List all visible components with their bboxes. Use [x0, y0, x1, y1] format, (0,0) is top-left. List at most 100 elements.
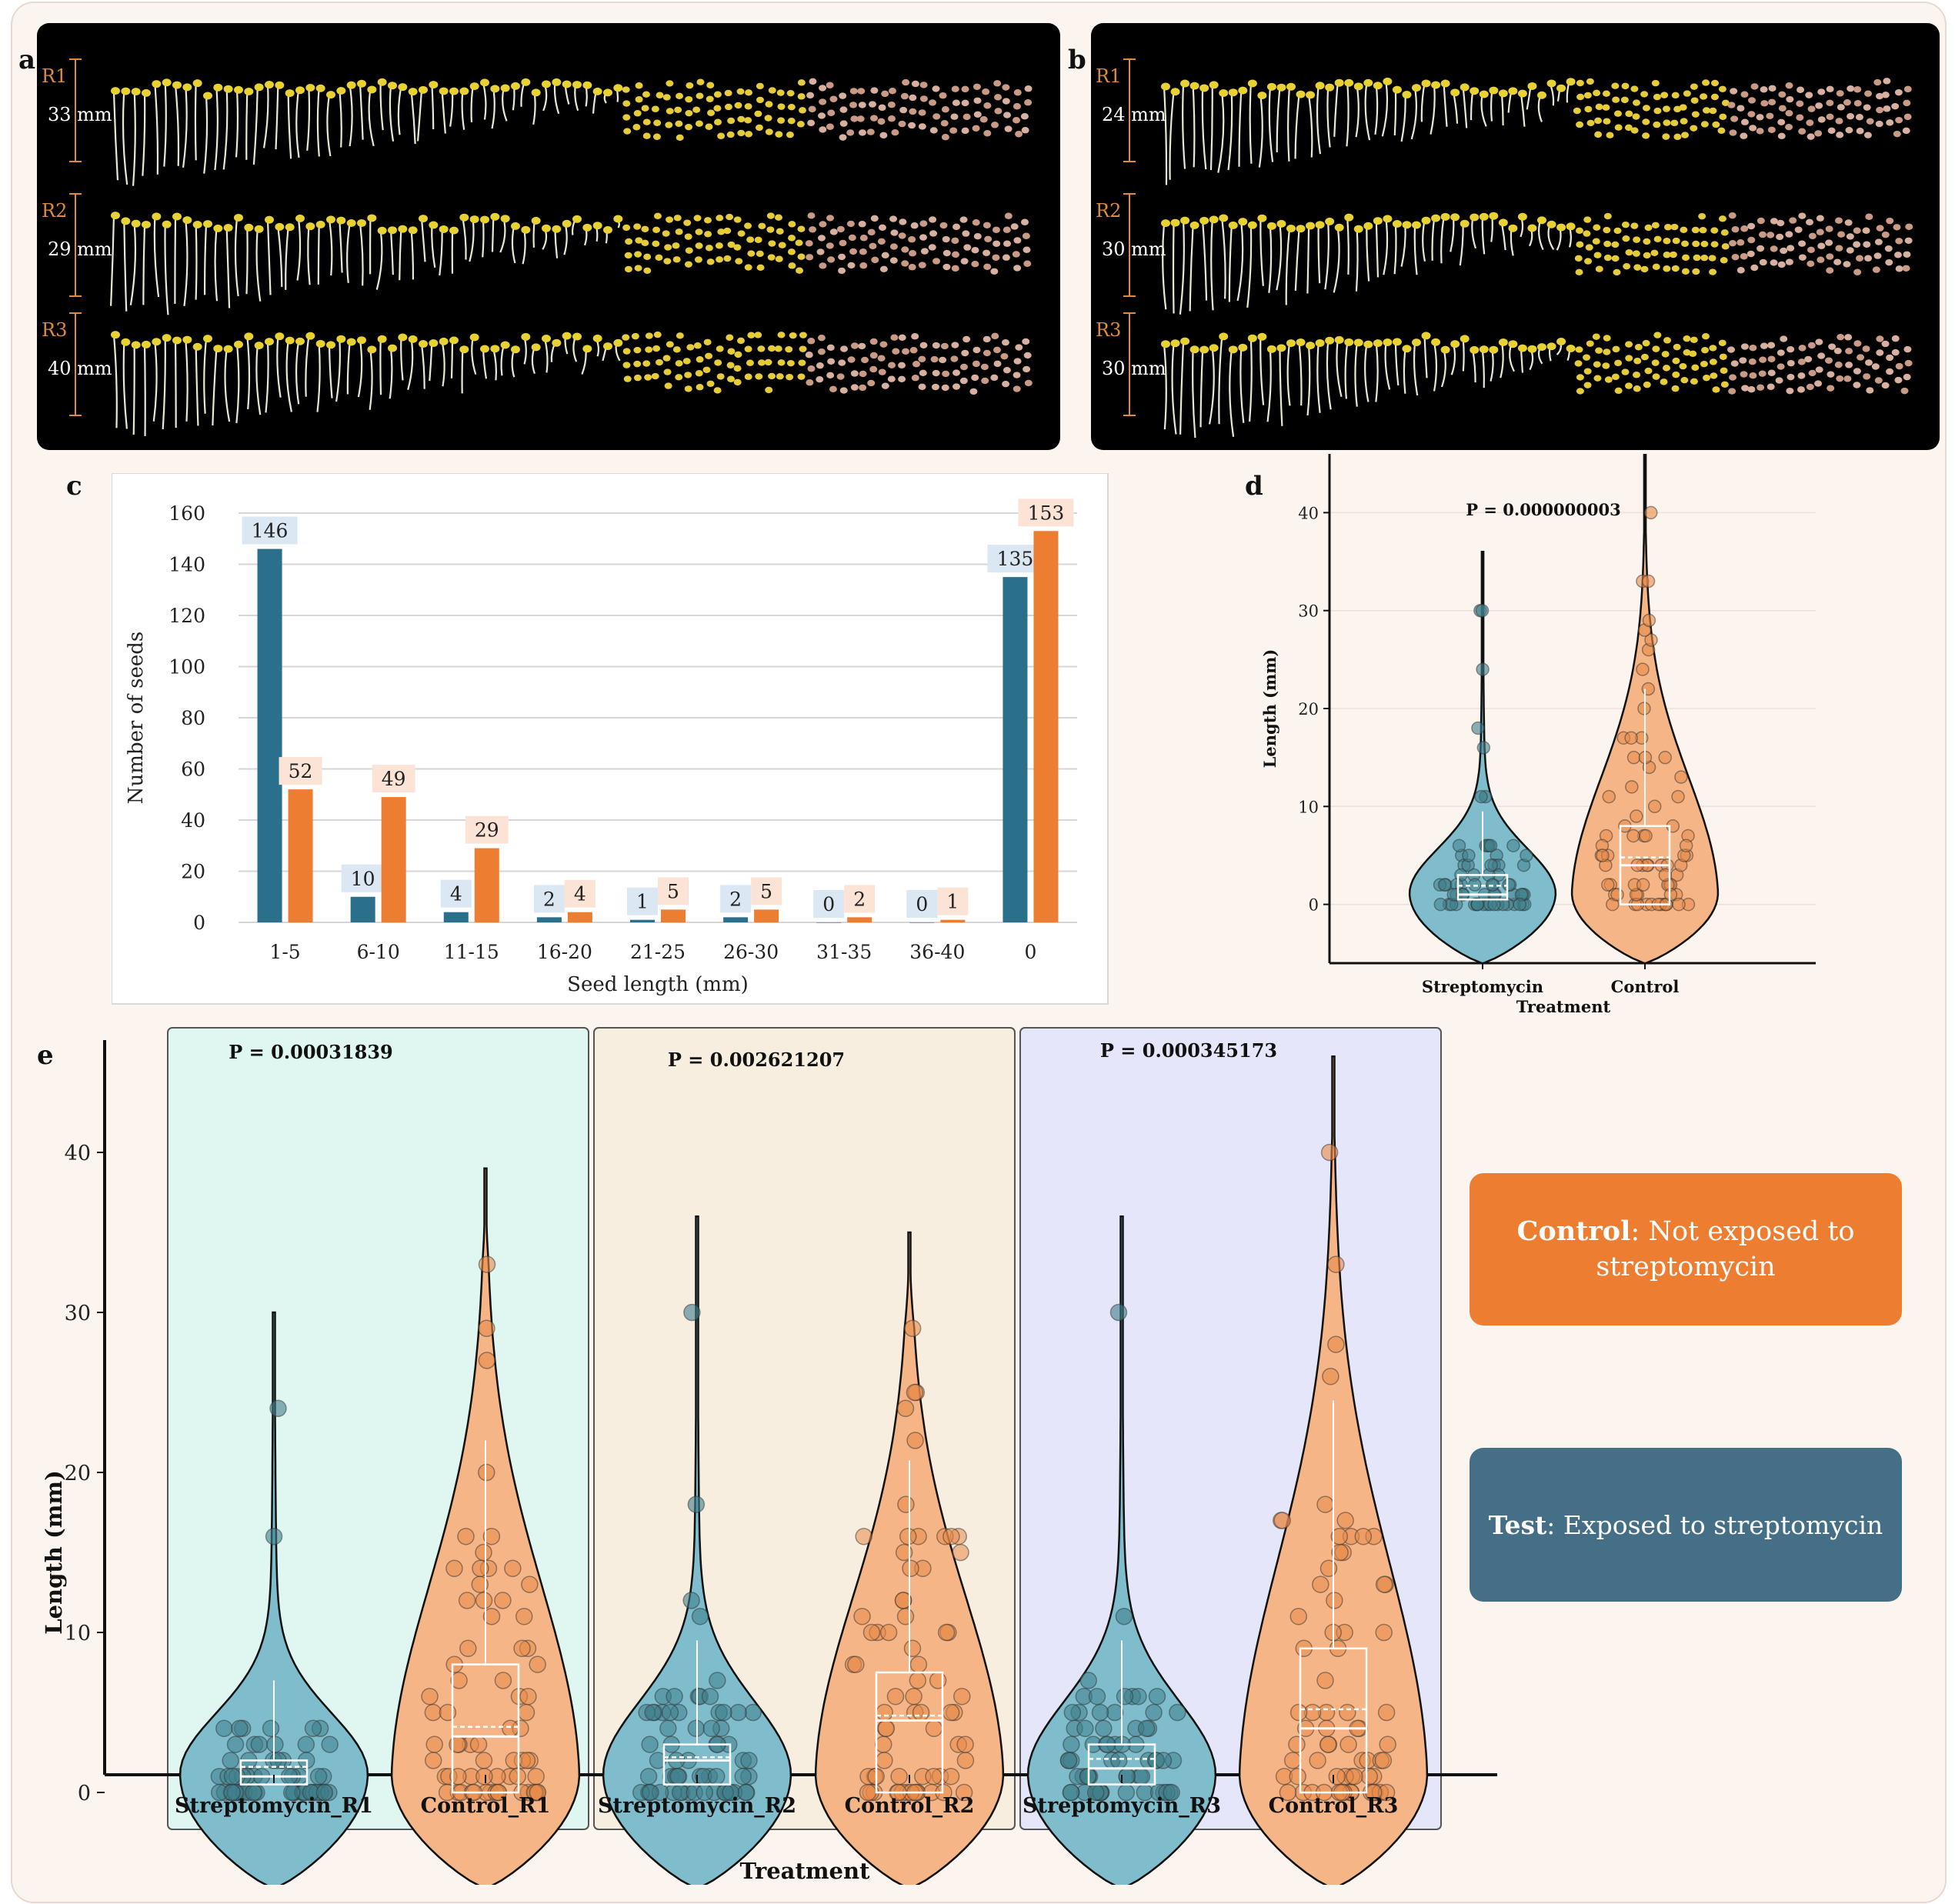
seedling-leaf — [357, 336, 366, 345]
seed — [889, 215, 898, 222]
seedling-leaf — [223, 224, 233, 232]
seedling-root — [482, 82, 487, 120]
seed — [1630, 127, 1639, 134]
seed — [1653, 107, 1662, 115]
seed — [1891, 102, 1900, 110]
seed — [1853, 340, 1862, 347]
seedling-leaf — [1383, 215, 1393, 223]
seedling-leaf — [480, 345, 489, 353]
seed — [1002, 98, 1010, 105]
seedling-root — [1413, 225, 1418, 275]
seedling-root — [1520, 93, 1526, 127]
seedling-leaf — [1344, 338, 1354, 346]
seedling-leaf — [265, 215, 274, 224]
seedling-root — [295, 90, 300, 158]
seed — [1625, 110, 1633, 118]
data-point — [709, 1672, 726, 1689]
data-point — [478, 1463, 495, 1482]
seed — [871, 256, 879, 264]
seed — [1862, 345, 1870, 352]
seedling-root — [1433, 342, 1438, 392]
seed — [1643, 238, 1651, 245]
seed — [1630, 85, 1639, 92]
seedling-root — [389, 348, 393, 399]
seed — [1709, 358, 1717, 365]
seed — [1621, 221, 1630, 228]
data-label: 2 — [543, 888, 555, 910]
seed — [737, 230, 746, 237]
seed — [840, 345, 849, 352]
seedling-leaf — [192, 221, 202, 229]
seedling-root — [471, 337, 477, 375]
seedling-leaf — [459, 87, 469, 95]
seed — [1691, 226, 1700, 234]
seed — [891, 129, 899, 136]
seedling-leaf — [1460, 219, 1470, 228]
seed — [1836, 90, 1844, 97]
seedling-leaf — [1363, 222, 1373, 230]
seed — [1576, 121, 1584, 128]
seed — [1835, 118, 1843, 125]
seedling-root — [1333, 227, 1340, 293]
seed — [744, 373, 752, 380]
seedling-root — [1258, 95, 1263, 168]
seed — [682, 358, 691, 365]
seedling-root — [255, 345, 262, 415]
seedling-leaf — [613, 215, 623, 223]
seedling-leaf — [1286, 339, 1296, 348]
seed — [1689, 350, 1697, 357]
seed — [726, 362, 735, 368]
seed — [1730, 360, 1739, 367]
seed — [1652, 345, 1660, 352]
seed — [850, 384, 859, 391]
seedling-leaf — [1219, 332, 1229, 341]
seedling-root — [194, 83, 197, 161]
p-value-annotation: P = 0.00031839 — [229, 1041, 393, 1063]
data-point — [877, 1719, 896, 1738]
seed — [942, 370, 950, 378]
seed — [1614, 124, 1623, 131]
seed — [1846, 233, 1854, 240]
seed — [785, 345, 793, 353]
data-label-bg — [372, 765, 415, 793]
seedling-leaf — [490, 212, 500, 221]
seed — [746, 359, 754, 366]
y-tick-label: 60 — [181, 759, 205, 781]
seed — [908, 264, 916, 271]
seed — [1721, 99, 1730, 106]
bar — [381, 797, 406, 922]
seedling-leaf — [1266, 222, 1276, 230]
seedling-root — [1199, 349, 1204, 428]
seedling-leaf — [1353, 82, 1363, 91]
data-point — [1433, 897, 1448, 912]
seedling-leaf — [162, 334, 172, 342]
seedling-leaf — [1412, 338, 1421, 347]
seed — [1632, 113, 1640, 120]
seedling-leaf — [1189, 221, 1199, 229]
seedling-root — [461, 349, 464, 394]
seedling-leaf — [1219, 214, 1229, 222]
seed — [1663, 224, 1672, 231]
seed — [664, 382, 672, 389]
seed — [1794, 226, 1803, 233]
seed — [1884, 245, 1893, 252]
seed — [1710, 227, 1719, 234]
seedling-root — [1440, 216, 1445, 264]
seedling-root — [1344, 342, 1349, 399]
seed — [1748, 97, 1756, 104]
seedling-leaf — [449, 87, 459, 95]
seed — [1903, 85, 1912, 93]
seed — [973, 233, 982, 240]
seedling-root — [1326, 340, 1332, 410]
scale-bar-measure: 24 mm — [1102, 104, 1166, 125]
seedling-leaf — [1517, 89, 1527, 98]
x-tick-label: Control_R2 — [845, 1794, 975, 1818]
seedling-root — [1249, 83, 1253, 164]
data-point — [1375, 1623, 1393, 1642]
bar — [847, 917, 872, 922]
seedling-leaf — [1470, 87, 1480, 95]
seed — [827, 358, 836, 365]
seedling-root — [307, 226, 311, 285]
